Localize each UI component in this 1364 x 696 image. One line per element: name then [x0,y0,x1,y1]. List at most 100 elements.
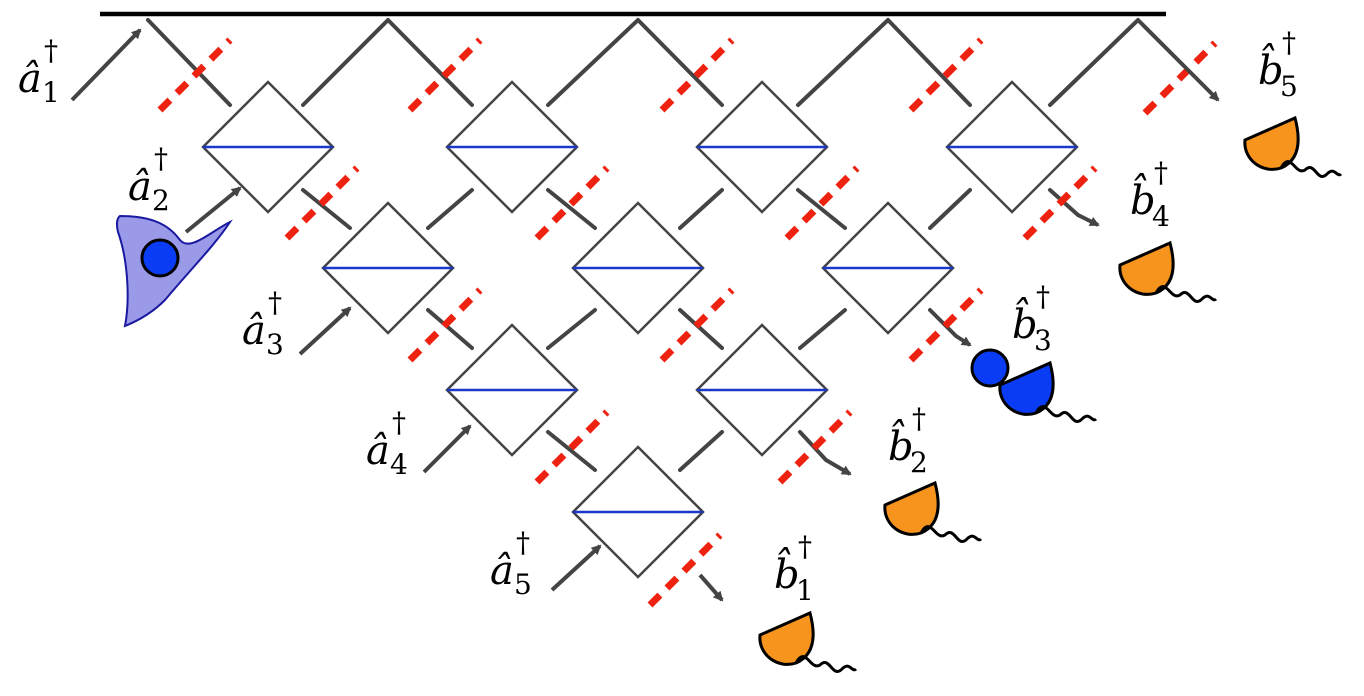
waveguide-segment [546,430,597,472]
output-label-1-sup: † [798,530,812,563]
output-arrow [824,458,852,476]
output-arrow [1180,62,1220,102]
input-label-3: â † 3 [242,286,284,361]
beam-splitter [945,80,1079,214]
beam-splitter [321,201,455,335]
input-label-1-sup: † [44,34,58,67]
phase-shifter [777,409,853,485]
input-label-3-sub: 3 [266,328,284,361]
detector-wire [794,655,858,673]
output-arrow-group [698,62,1220,602]
input-photon [140,238,180,278]
detector-wire [1034,405,1098,423]
input-arrow [422,424,472,474]
waveguide-segment [301,188,352,230]
input-label-2: â † 2 [128,142,170,217]
input-label-5-sub: 5 [514,568,532,601]
input-label-4-sub: 4 [390,448,408,481]
waveguide-segment [426,188,474,230]
output-label-3-symbol: b̂ [1012,298,1038,348]
detector-wire [919,525,983,543]
waveguide-segment [1136,18,1184,66]
output-label-2: b̂ † 2 [888,402,928,479]
input-arrow [298,306,352,356]
waveguide-segment [798,308,847,350]
input-label-1-sub: 1 [42,76,60,109]
output-label-4-sub: 4 [1152,200,1170,233]
waveguide-segment [636,18,724,107]
output-arrow [954,334,972,347]
detector-4 [1118,240,1218,303]
output-label-4-sup: † [1154,156,1168,189]
waveguide-segment [546,308,597,350]
output-label-5: b̂ † 5 [1258,26,1298,103]
detector-1 [758,610,858,673]
detected-photon [970,348,1010,388]
waveguide-segment [678,308,724,350]
waveguide-segment [546,188,597,230]
beam-splitter [695,80,829,214]
output-label-3: b̂ † 3 [1012,280,1052,357]
beam-splitter-group [201,80,1079,579]
output-label-5-sub: 5 [1280,70,1298,103]
output-label-3-sub: 3 [1034,324,1052,357]
waveguide-segment [796,188,847,230]
input-label-4: â † 4 [366,406,408,481]
input-wavepacket [115,214,233,328]
output-label-3-sup: † [1036,280,1050,313]
input-label-4-sup: † [392,406,406,439]
beam-splitter [571,201,705,335]
phase-shifter [908,287,984,363]
phase-shifter [284,165,360,241]
input-arrow [70,28,142,102]
output-label-1-symbol: b̂ [774,548,800,598]
detector-3 [998,360,1098,423]
phase-shifter [784,165,860,241]
output-label-5-sup: † [1282,26,1296,59]
detector-wire [1279,160,1343,178]
input-label-5: â † 5 [490,526,532,601]
input-label-1: â † 1 [18,34,60,109]
input-label-2-sub: 2 [152,184,170,217]
detector-wire [1154,285,1218,303]
phase-shifter-group [157,37,1218,608]
output-label-1: b̂ † 1 [774,530,814,607]
output-label-2-symbol: b̂ [888,420,914,470]
input-arrow-group [70,28,602,592]
output-label-4: b̂ † 4 [1130,156,1170,233]
beam-splitter [571,445,705,579]
input-label-5-sup: † [516,526,530,559]
waveguide-segment [386,18,474,107]
beam-splitter [821,201,955,335]
input-label-2-sup: † [154,142,168,175]
beam-splitter [695,323,829,457]
output-label-2-sub: 2 [910,446,928,479]
input-label-5-symbol: â [490,548,514,594]
beam-splitter [445,80,579,214]
waveguide-segment [678,430,724,472]
waveguide-segment [886,18,972,107]
beam-splitter [445,323,579,457]
output-label-4-symbol: b̂ [1130,174,1156,224]
phase-shifter [647,532,723,608]
waveguide-segment [1048,18,1140,107]
output-label-2-sup: † [912,402,926,435]
input-label-3-sup: † [268,286,282,319]
waveguide-segment [301,18,390,107]
output-label-5-symbol: b̂ [1258,44,1284,94]
detector-2 [883,480,983,543]
input-label-3-symbol: â [242,308,266,354]
waveguide-segment [678,188,724,230]
beam-splitter [201,80,335,214]
input-arrow [184,186,242,234]
input-label-1-symbol: â [18,56,42,102]
waveguide-segment [796,18,890,107]
phase-shifter [908,37,984,113]
output-label-1-sub: 1 [796,574,814,607]
input-arrow [550,544,602,592]
input-label-4-symbol: â [366,428,390,474]
detector-group [758,115,1343,673]
phase-shifter [534,165,610,241]
output-arrow [1077,213,1100,227]
detector-5 [1243,115,1343,178]
